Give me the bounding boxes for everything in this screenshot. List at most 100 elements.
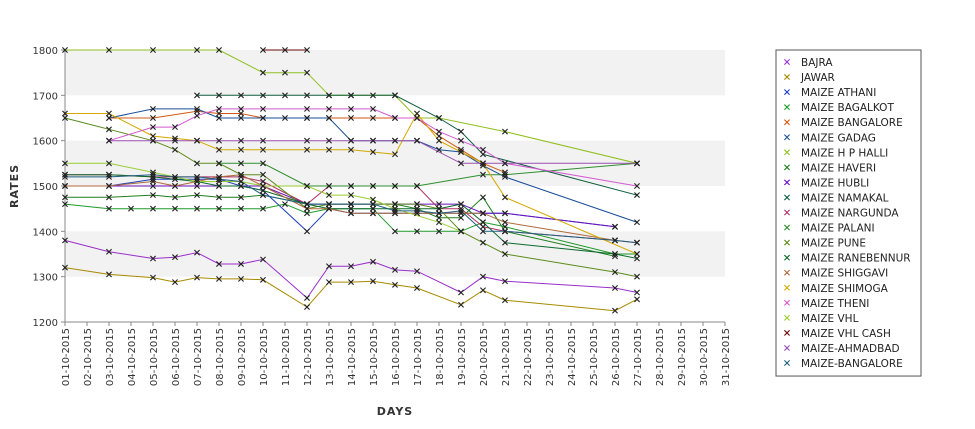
legend-item-maize-bangalore: MAIZE-BANGALORE bbox=[784, 358, 903, 370]
data-point-bajra bbox=[414, 268, 420, 275]
data-point-maize-shimoga bbox=[458, 149, 464, 155]
data-point-maize-vhl bbox=[458, 228, 464, 235]
data-point-maize-ahmadbad bbox=[172, 137, 178, 144]
data-point-bajra bbox=[172, 254, 178, 261]
data-point-maize-ahmadbad bbox=[150, 137, 156, 144]
data-point-maize-namakal bbox=[392, 92, 398, 99]
data-point-maize-vhl-cash bbox=[260, 47, 266, 53]
data-point-maize-ranebennur bbox=[238, 183, 244, 189]
data-point-maize-shimoga bbox=[436, 137, 442, 144]
series-line-maize-athani bbox=[65, 178, 616, 232]
data-point-maize-ahmadbad bbox=[238, 137, 244, 144]
data-point-bajra bbox=[62, 237, 68, 244]
data-point-maize-ahmadbad bbox=[194, 137, 200, 144]
data-point-bajra bbox=[612, 285, 618, 291]
data-point-maize-palani bbox=[414, 183, 420, 189]
data-point-jawar bbox=[458, 301, 464, 308]
data-point-maize-bangalore bbox=[216, 176, 222, 183]
data-point-maize-ranebennur bbox=[502, 239, 508, 246]
data-point-maize-gadag bbox=[194, 105, 200, 112]
data-point-maize-bangalore bbox=[370, 201, 376, 208]
data-point-maize-ahmadbad bbox=[458, 160, 464, 167]
data-point-maize-bangalore bbox=[238, 110, 244, 117]
data-point-maize-ahmadbad bbox=[304, 137, 310, 144]
series-line-maize-bangalore bbox=[65, 174, 638, 244]
legend-item-maize-namakal: MAIZE NAMAKAL bbox=[784, 192, 889, 204]
data-point-bajra bbox=[216, 260, 222, 267]
data-point-maize-haveri bbox=[172, 194, 178, 201]
data-point-maize-bangalore bbox=[150, 115, 156, 121]
data-point-maize-nargunda bbox=[480, 223, 486, 230]
x-axis-title: DAYS bbox=[377, 405, 413, 418]
data-point-maize-gadag bbox=[150, 105, 156, 112]
x-tick-label: 13-10-2015 bbox=[325, 328, 336, 386]
data-point-maize-shimoga bbox=[634, 251, 640, 257]
legend-item-maize-gadag: MAIZE GADAG bbox=[784, 132, 876, 144]
x-tick-label: 27-10-2015 bbox=[633, 328, 644, 386]
legend-label-maize-namakal: MAIZE NAMAKAL bbox=[801, 192, 889, 204]
data-point-maize-haveri bbox=[458, 214, 464, 221]
data-point-maize-theni bbox=[194, 112, 200, 119]
data-point-bajra bbox=[634, 289, 640, 296]
data-point-maize-nargunda bbox=[238, 173, 244, 180]
data-point-maize-bagalkot bbox=[106, 205, 112, 212]
data-point-jawar bbox=[194, 274, 200, 281]
data-point-maize-bangalore bbox=[326, 201, 332, 208]
data-point-jawar bbox=[634, 296, 640, 303]
data-point-maize-bangalore bbox=[612, 237, 618, 244]
legend-item-maize-pune: MAIZE PUNE bbox=[784, 238, 866, 250]
data-point-maize-haveri bbox=[150, 192, 156, 199]
legend-label-maize-pune: MAIZE PUNE bbox=[801, 238, 866, 250]
legend-label-maize-palani: MAIZE PALANI bbox=[801, 223, 875, 235]
legend-marker-maize-ahmadbad bbox=[784, 344, 790, 351]
data-point-maize-namakal bbox=[458, 128, 464, 135]
y-tick-label: 1300 bbox=[33, 273, 58, 284]
legend-marker-maize-palani bbox=[784, 224, 790, 231]
legend-marker-maize-bangalore bbox=[784, 360, 790, 366]
legend-item-maize-ranebennur: MAIZE RANEBENNUR bbox=[784, 253, 911, 265]
x-tick-label: 21-10-2015 bbox=[501, 328, 512, 386]
legend-marker-maize-bangalore bbox=[784, 119, 790, 126]
data-point-maize-gadag bbox=[480, 162, 486, 169]
data-point-maize-theni bbox=[216, 105, 222, 112]
data-point-maize-shiggavi bbox=[150, 178, 156, 185]
data-point-maize-bagalkot bbox=[304, 210, 310, 217]
y-axis-ticks: 1200 1300 1400 1500 1600 1700 1800 bbox=[33, 46, 65, 329]
data-point-jawar bbox=[106, 271, 112, 278]
data-point-maize-h-p-halli bbox=[304, 69, 310, 76]
legend-item-maize-palani: MAIZE PALANI bbox=[784, 223, 875, 235]
data-point-maize-ranebennur bbox=[172, 176, 178, 183]
data-point-maize-shiggavi bbox=[348, 210, 354, 217]
data-point-maize-namakal bbox=[634, 192, 640, 199]
data-point-maize-bangalore bbox=[458, 146, 464, 153]
y-tick-label: 1500 bbox=[33, 182, 58, 193]
x-tick-label: 08-10-2015 bbox=[215, 328, 226, 386]
legend-label-maize-ranebennur: MAIZE RANEBENNUR bbox=[801, 253, 911, 265]
series-line-maize-palani bbox=[219, 162, 638, 187]
data-point-maize-namakal bbox=[436, 115, 442, 121]
data-point-maize-shiggavi bbox=[480, 210, 486, 217]
data-point-maize-bagalkot bbox=[62, 201, 68, 208]
data-point-maize-shimoga bbox=[392, 151, 398, 158]
legend-marker-maize-shimoga bbox=[784, 284, 790, 291]
data-point-maize-ranebennur bbox=[62, 171, 68, 178]
legend-label-maize-vhl: MAIZE VHL bbox=[801, 313, 859, 325]
x-tick-label: 18-10-2015 bbox=[435, 328, 446, 386]
data-point-maize-bagalkot bbox=[414, 228, 420, 235]
data-point-maize-h-p-halli bbox=[282, 69, 288, 76]
y-tick-label: 1600 bbox=[33, 137, 58, 148]
data-point-maize-ranebennur bbox=[414, 205, 420, 212]
data-point-maize-ahmadbad bbox=[326, 137, 332, 144]
data-point-maize-palani bbox=[370, 183, 376, 189]
data-point-maize-ahmadbad bbox=[634, 160, 640, 167]
data-point-maize-vhl bbox=[216, 178, 222, 185]
data-point-maize-vhl bbox=[304, 183, 310, 189]
data-point-maize-bangalore bbox=[436, 210, 442, 217]
data-point-maize-shimoga bbox=[106, 110, 112, 117]
x-tick-label: 05-10-2015 bbox=[149, 328, 160, 386]
data-point-maize-namakal bbox=[480, 151, 486, 158]
x-tick-label: 30-10-2015 bbox=[699, 328, 710, 386]
legend-marker-maize-shiggavi bbox=[784, 269, 790, 276]
